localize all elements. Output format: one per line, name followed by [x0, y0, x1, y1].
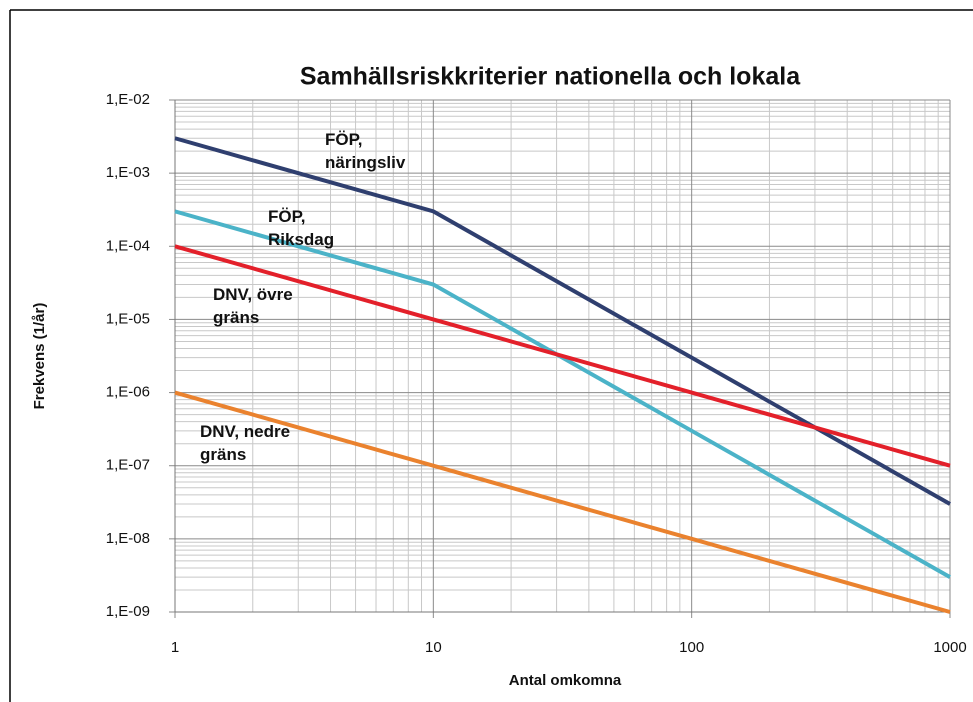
series-line: [174, 390, 951, 614]
y-tick-label: 1,E-09: [106, 603, 150, 620]
series-label: FÖP, Riksdag: [268, 207, 335, 249]
y-tick-label: 1,E-02: [106, 91, 150, 108]
series-line: [174, 244, 951, 468]
y-axis-label: Frekvens (1/år): [31, 303, 48, 410]
x-tick-label: 10: [425, 639, 442, 656]
series-label: DNV, nedre gräns: [200, 422, 291, 464]
y-tick-label: 1,E-03: [106, 164, 150, 181]
x-tick-label: 1: [171, 639, 179, 656]
y-tick-label: 1,E-08: [106, 530, 150, 547]
y-tick-label: 1,E-04: [106, 237, 150, 254]
x-tick-label: 100: [679, 639, 704, 656]
y-tick-label: 1,E-06: [106, 384, 150, 401]
y-tick-label: 1,E-05: [106, 310, 150, 327]
x-axis-label: Antal omkomna: [509, 672, 622, 689]
series-line: [174, 209, 951, 579]
x-tick-label: 1000: [933, 639, 966, 656]
chart-title: Samhällsriskkriterier nationella och lok…: [300, 63, 801, 91]
series-label: DNV, övre gräns: [213, 285, 293, 327]
y-tick-label: 1,E-07: [106, 457, 150, 474]
series-label: FÖP, näringsliv: [325, 130, 406, 172]
